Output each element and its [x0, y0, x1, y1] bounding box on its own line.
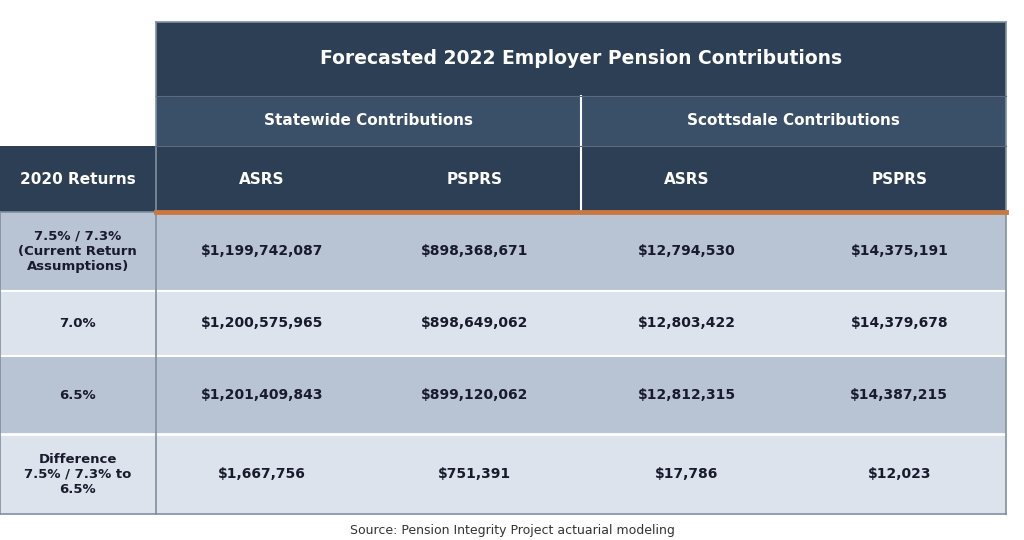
- Bar: [0, 434, 156, 514]
- Text: $898,649,062: $898,649,062: [421, 316, 528, 330]
- Text: $14,379,678: $14,379,678: [851, 316, 948, 330]
- Text: $12,803,422: $12,803,422: [638, 316, 736, 330]
- Bar: [156, 96, 581, 146]
- Bar: [581, 291, 793, 356]
- Bar: [156, 22, 1006, 96]
- Bar: [0, 356, 156, 434]
- Text: $1,200,575,965: $1,200,575,965: [201, 316, 324, 330]
- Bar: [581, 146, 793, 212]
- Text: $14,387,215: $14,387,215: [850, 388, 948, 402]
- Bar: [156, 291, 369, 356]
- Bar: [369, 212, 581, 291]
- Text: 7.0%: 7.0%: [59, 317, 96, 330]
- Bar: [156, 146, 369, 212]
- Bar: [369, 434, 581, 514]
- Bar: [793, 146, 1006, 212]
- Bar: [793, 291, 1006, 356]
- Bar: [581, 434, 793, 514]
- Bar: [0, 291, 156, 356]
- Bar: [581, 96, 1006, 146]
- Text: 7.5% / 7.3%
(Current Return
Assumptions): 7.5% / 7.3% (Current Return Assumptions): [18, 230, 137, 273]
- Text: Scottsdale Contributions: Scottsdale Contributions: [687, 113, 899, 129]
- Bar: [369, 291, 581, 356]
- Text: $1,667,756: $1,667,756: [218, 467, 306, 481]
- Text: 6.5%: 6.5%: [59, 389, 96, 402]
- Bar: [793, 356, 1006, 434]
- Text: $12,023: $12,023: [867, 467, 931, 481]
- Bar: [581, 356, 793, 434]
- Text: Difference
7.5% / 7.3% to
6.5%: Difference 7.5% / 7.3% to 6.5%: [25, 453, 131, 496]
- Text: $14,375,191: $14,375,191: [850, 245, 948, 258]
- Text: Forecasted 2022 Employer Pension Contributions: Forecasted 2022 Employer Pension Contrib…: [319, 49, 842, 69]
- Text: $898,368,671: $898,368,671: [421, 245, 528, 258]
- Text: ASRS: ASRS: [240, 172, 285, 186]
- Bar: [369, 146, 581, 212]
- Text: $12,794,530: $12,794,530: [638, 245, 735, 258]
- Text: $751,391: $751,391: [438, 467, 511, 481]
- Bar: [156, 356, 369, 434]
- Text: PSPRS: PSPRS: [446, 172, 503, 186]
- Bar: [156, 212, 369, 291]
- Text: PSPRS: PSPRS: [871, 172, 928, 186]
- Text: $12,812,315: $12,812,315: [638, 388, 736, 402]
- Text: Statewide Contributions: Statewide Contributions: [263, 113, 473, 129]
- Bar: [581, 212, 793, 291]
- Bar: [369, 356, 581, 434]
- Bar: [793, 434, 1006, 514]
- Text: $17,786: $17,786: [655, 467, 719, 481]
- Bar: [156, 434, 369, 514]
- Bar: [0, 212, 156, 291]
- Bar: [793, 212, 1006, 291]
- Text: Source: Pension Integrity Project actuarial modeling: Source: Pension Integrity Project actuar…: [349, 524, 675, 537]
- Bar: [0, 146, 156, 212]
- Text: ASRS: ASRS: [665, 172, 710, 186]
- Text: $1,199,742,087: $1,199,742,087: [201, 245, 324, 258]
- Text: 2020 Returns: 2020 Returns: [19, 172, 136, 186]
- Text: $1,201,409,843: $1,201,409,843: [201, 388, 324, 402]
- Text: $899,120,062: $899,120,062: [421, 388, 528, 402]
